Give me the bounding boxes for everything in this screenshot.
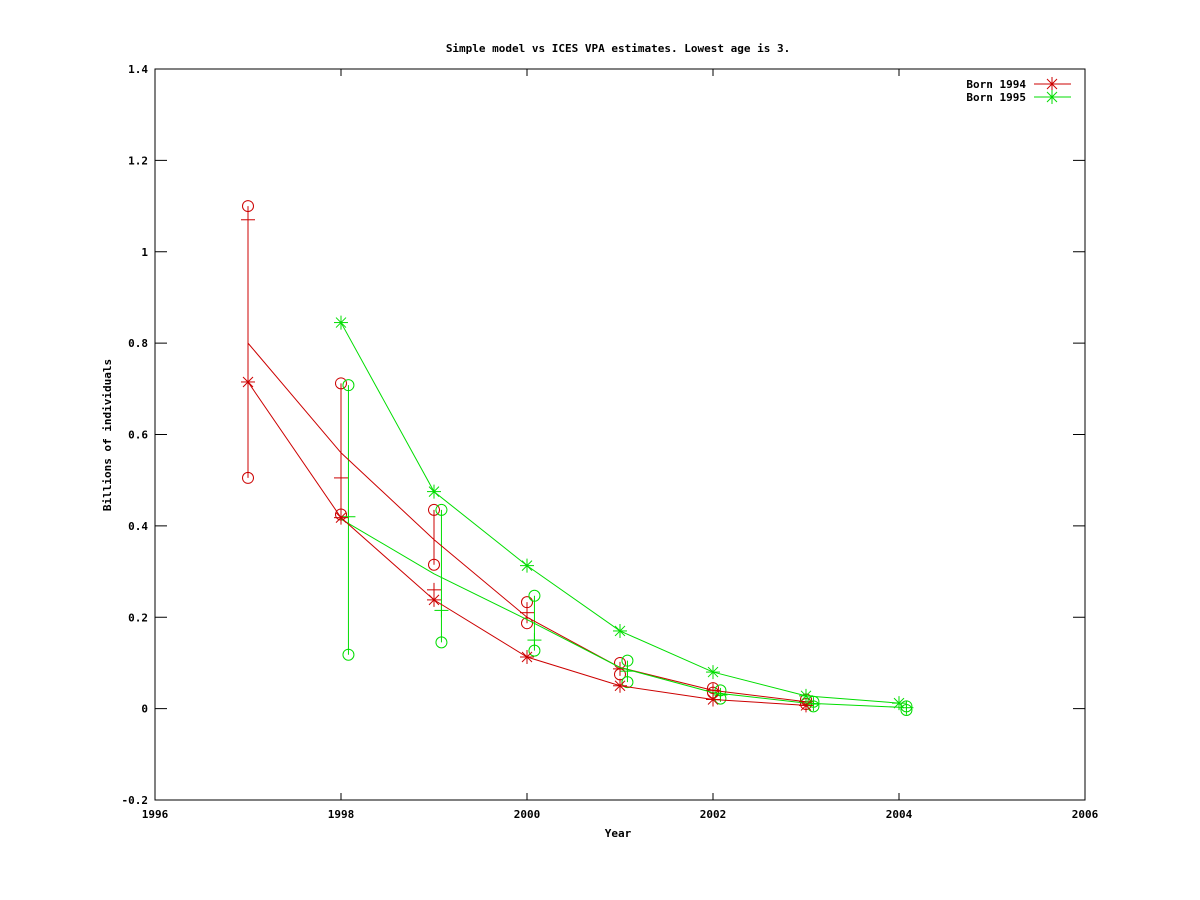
interval-mid-point (241, 212, 255, 227)
marker-stroke (521, 651, 533, 663)
marker-stroke (614, 625, 626, 637)
interval-low-point (435, 636, 448, 649)
data-point (520, 558, 534, 573)
interval-high-point (435, 503, 448, 516)
marker-stroke (707, 694, 719, 705)
interval-low-point (428, 558, 440, 571)
data-point (520, 649, 534, 664)
data-point (241, 374, 255, 389)
data-point (334, 510, 348, 525)
x-tick-label: 2002 (700, 808, 727, 821)
interval-high-point (528, 589, 541, 602)
marker-stroke (800, 700, 812, 711)
x-tick-label: 2004 (886, 808, 913, 821)
interval-mid-point (434, 603, 449, 618)
legend-marker (1045, 90, 1059, 104)
data-point (892, 696, 906, 711)
x-tick-label: 1998 (328, 808, 355, 821)
y-tick-label: -0.2 (122, 794, 149, 807)
marker-stroke (1046, 78, 1058, 90)
data-point (613, 678, 627, 693)
x-tick-label: 2000 (514, 808, 541, 821)
marker-stroke (614, 680, 626, 692)
y-tick-label: 0.4 (128, 520, 148, 533)
interval-mid-point (527, 633, 542, 648)
interval-high-point (342, 379, 355, 392)
marker-stroke (1046, 91, 1058, 103)
data-point (613, 623, 627, 638)
data-point (427, 484, 441, 499)
x-tick-label: 2006 (1072, 808, 1099, 821)
data-point (706, 692, 720, 707)
series-line (340, 322, 900, 704)
legend-marker (1045, 77, 1059, 91)
y-axis-label: Billions of individuals (101, 359, 114, 511)
interval-mid-point (341, 509, 356, 524)
y-tick-label: 1.2 (128, 154, 148, 167)
interval-mid-point (899, 700, 914, 715)
y-tick-label: 1.4 (128, 63, 148, 76)
marker-stroke (707, 666, 719, 678)
marker-stroke (800, 690, 812, 702)
data-point (799, 688, 813, 703)
axes: 1996 1998 2000 2002 2004 2006 -0.2 0 0.2 0.4 0.6 0.… (122, 63, 1099, 821)
y-tick-label: 0.6 (128, 429, 148, 442)
interval-high-point (428, 503, 440, 516)
chart-title: Simple model vs ICES VPA estimates. Lowe… (446, 42, 790, 55)
y-tick-label: 0 (141, 703, 148, 716)
marker-stroke (428, 486, 440, 497)
y-tick-label: 0.8 (128, 337, 148, 350)
marker-stroke (521, 560, 533, 571)
interval-mid-point (334, 470, 348, 485)
marker-stroke (335, 317, 347, 328)
marker-stroke (428, 594, 440, 606)
interval-low-point (242, 471, 254, 484)
interval-high-point (335, 377, 347, 390)
marker-stroke (893, 697, 905, 709)
interval-low-point (342, 648, 355, 661)
marker-stroke (335, 512, 347, 524)
legend-label: Born 1994 (966, 78, 1026, 91)
x-tick-label: 1996 (142, 808, 169, 821)
interval-high-point (242, 200, 254, 213)
data-point (427, 592, 441, 607)
plot-area (241, 200, 914, 716)
x-axis-label: Year (605, 827, 632, 840)
legend-label: Born 1995 (966, 91, 1026, 104)
y-tick-label: 0.2 (128, 611, 148, 624)
model-line (247, 342, 807, 703)
data-point (706, 665, 720, 680)
y-tick-label: 1 (141, 246, 148, 259)
marker-stroke (242, 376, 254, 388)
data-point (334, 315, 348, 330)
